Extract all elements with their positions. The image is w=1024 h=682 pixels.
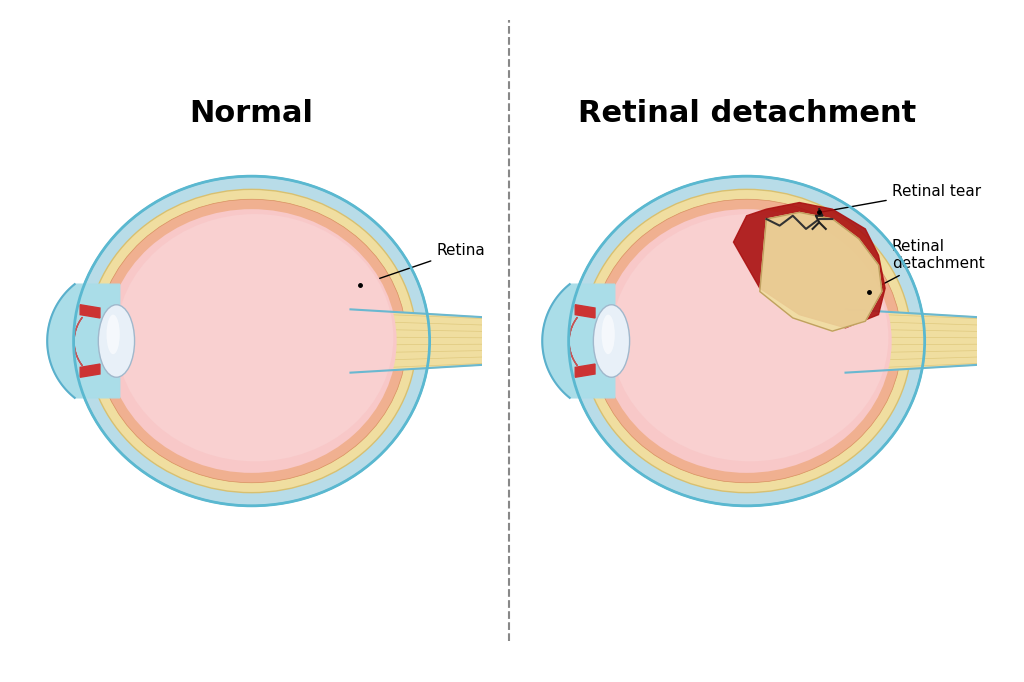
Polygon shape [543, 284, 614, 398]
Ellipse shape [582, 190, 911, 492]
Ellipse shape [601, 314, 614, 354]
Polygon shape [575, 364, 595, 377]
Polygon shape [47, 284, 120, 398]
Ellipse shape [592, 199, 901, 483]
Ellipse shape [106, 209, 396, 473]
Polygon shape [80, 305, 100, 318]
Ellipse shape [117, 214, 393, 461]
Polygon shape [80, 364, 100, 377]
Ellipse shape [593, 305, 630, 377]
Title: Retinal detachment: Retinal detachment [578, 100, 915, 128]
Ellipse shape [611, 214, 889, 461]
Ellipse shape [568, 176, 925, 506]
Ellipse shape [96, 199, 407, 483]
Polygon shape [733, 203, 885, 328]
Ellipse shape [74, 176, 430, 506]
Ellipse shape [98, 305, 134, 377]
Title: Normal: Normal [189, 100, 313, 128]
Ellipse shape [87, 190, 417, 492]
Polygon shape [350, 310, 496, 372]
Polygon shape [760, 212, 882, 331]
Polygon shape [575, 305, 595, 318]
Polygon shape [846, 310, 990, 372]
Ellipse shape [601, 209, 892, 473]
Ellipse shape [106, 314, 120, 354]
Text: Retinal
detachment: Retinal detachment [871, 239, 984, 291]
Text: Retinal tear: Retinal tear [822, 184, 981, 212]
Text: Retina: Retina [364, 243, 485, 284]
